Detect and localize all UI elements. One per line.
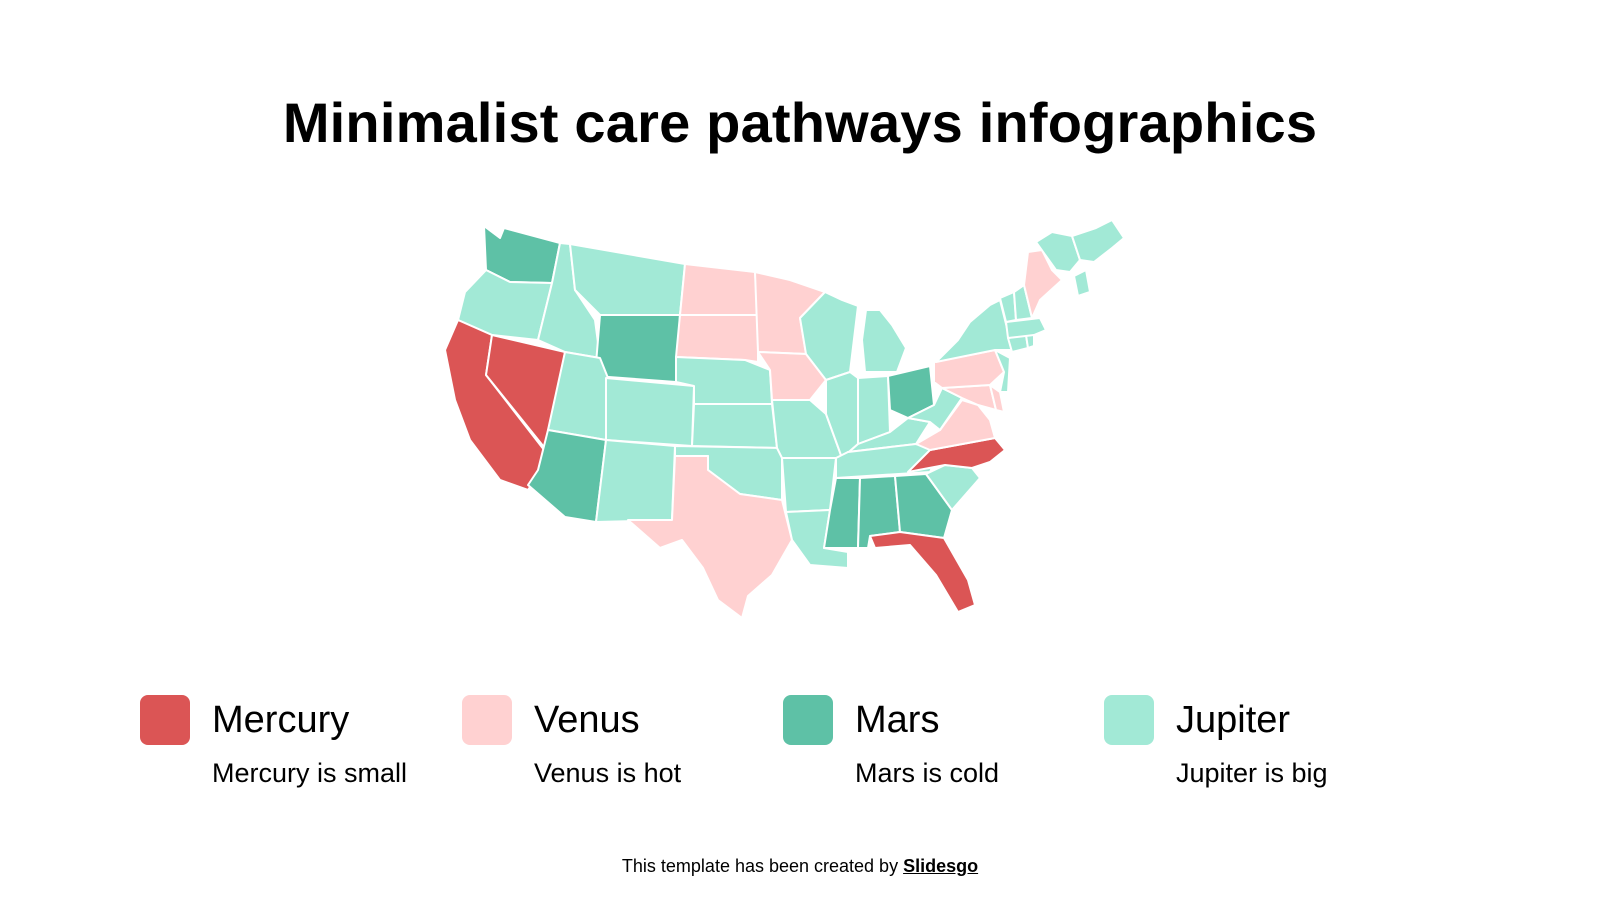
legend-swatch-mercury [140, 695, 190, 745]
legend-name-venus: Venus [534, 699, 640, 741]
legend-name-jupiter: Jupiter [1176, 699, 1291, 741]
state-montana [569, 243, 686, 316]
state-texas [627, 455, 793, 619]
state-south-dakota [675, 314, 759, 363]
footer-credit: This template has been created by Slides… [0, 856, 1600, 877]
region-northeast-border [1035, 231, 1081, 273]
state-new-mexico [595, 439, 676, 523]
state-rhode-island [1025, 334, 1035, 349]
state-florida [869, 531, 976, 613]
legend-desc-mercury: Mercury is small [212, 758, 408, 788]
region-northeast-island [1073, 269, 1091, 297]
state-north-dakota [679, 263, 759, 316]
region-northeast-peninsula [1071, 220, 1125, 263]
state-colorado [605, 377, 695, 447]
page-title: Minimalist care pathways infographics [282, 91, 1318, 154]
us-map [444, 220, 1125, 619]
legend-swatch-venus [462, 695, 512, 745]
state-michigan [861, 309, 907, 373]
state-wyoming [594, 314, 681, 383]
legend-name-mercury: Mercury [212, 699, 350, 741]
state-arkansas [781, 457, 837, 513]
state-wisconsin [799, 291, 859, 381]
legend-swatch-mars [783, 695, 833, 745]
footer-credit-text: This template has been created by [621, 856, 904, 876]
state-georgia [894, 473, 953, 539]
state-delaware [989, 384, 1005, 413]
state-kansas [691, 403, 778, 449]
state-massachusetts [1005, 317, 1047, 339]
legend-desc-jupiter: Jupiter is big [1176, 758, 1328, 788]
state-maine [1023, 249, 1063, 319]
legend-desc-mars: Mars is cold [855, 758, 1000, 788]
state-mississippi [823, 477, 861, 549]
legend-name-mars: Mars [855, 699, 940, 741]
legend-swatch-jupiter [1104, 695, 1154, 745]
state-new-jersey [994, 349, 1011, 393]
legend-desc-venus: Venus is hot [534, 758, 682, 788]
slidesgo-link[interactable]: Slidesgo [903, 856, 979, 876]
state-oregon [457, 269, 553, 341]
